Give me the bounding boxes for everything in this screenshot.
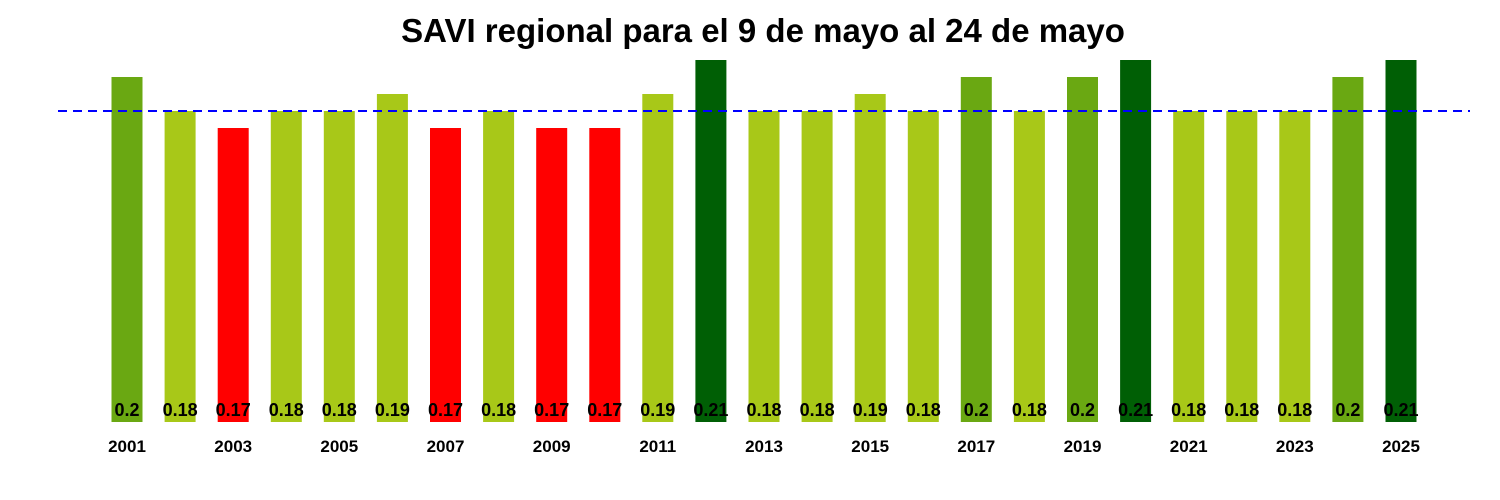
value-label-2005: 0.18	[322, 400, 357, 420]
bar-2010	[589, 128, 621, 422]
value-label-2008: 0.18	[481, 400, 516, 420]
value-label-2009: 0.17	[534, 400, 569, 420]
x-tick-2011: 2011	[639, 437, 676, 456]
value-label-2017: 0.2	[964, 400, 989, 420]
x-tick-2003: 2003	[214, 437, 252, 456]
bar-2003	[217, 128, 249, 422]
value-label-2006: 0.19	[375, 400, 410, 420]
bar-2024	[1332, 77, 1364, 422]
bar-2025	[1385, 60, 1417, 422]
value-label-2025: 0.21	[1383, 400, 1418, 420]
bar-2012	[695, 60, 727, 422]
x-tick-2025: 2025	[1382, 437, 1420, 456]
value-label-2018: 0.18	[1012, 400, 1047, 420]
value-label-2001: 0.2	[114, 400, 139, 420]
x-tick-2021: 2021	[1170, 437, 1208, 456]
value-label-2022: 0.18	[1224, 400, 1259, 420]
bar-2022	[1226, 111, 1258, 422]
value-label-2016: 0.18	[906, 400, 941, 420]
value-label-2015: 0.19	[853, 400, 888, 420]
x-tick-2009: 2009	[533, 437, 571, 456]
bar-2019	[1067, 77, 1098, 422]
value-label-2010: 0.17	[587, 400, 622, 420]
x-tick-2001: 2001	[108, 437, 146, 456]
x-tick-2015: 2015	[851, 437, 889, 456]
value-label-2014: 0.18	[800, 400, 835, 420]
bar-2001	[111, 77, 143, 422]
bar-2021	[1173, 111, 1205, 422]
x-tick-2007: 2007	[427, 437, 465, 456]
bar-2005	[323, 111, 355, 422]
bar-2017	[960, 77, 992, 422]
x-tick-2019: 2019	[1064, 437, 1102, 456]
bar-2013	[748, 111, 780, 422]
value-label-2021: 0.18	[1171, 400, 1206, 420]
bar-2014	[801, 111, 833, 422]
bar-2007	[430, 128, 461, 422]
value-label-2003: 0.17	[216, 400, 251, 420]
bar-2009	[536, 128, 568, 422]
bar-2018	[1013, 111, 1045, 422]
bar-2016	[907, 111, 939, 422]
x-tick-2005: 2005	[320, 437, 358, 456]
x-tick-2023: 2023	[1276, 437, 1314, 456]
bar-2004	[270, 111, 302, 422]
bar-2015	[854, 94, 886, 422]
value-label-2020: 0.21	[1118, 400, 1153, 420]
value-label-2019: 0.2	[1070, 400, 1095, 420]
value-label-2012: 0.21	[693, 400, 728, 420]
x-tick-2013: 2013	[745, 437, 783, 456]
x-tick-2017: 2017	[957, 437, 995, 456]
value-label-2007: 0.17	[428, 400, 463, 420]
bar-2011	[642, 94, 674, 422]
x-tick-labels-group: 2001 2003 2005 2007 2009 2011 2013 2015 2017 2019…	[108, 437, 1420, 456]
value-label-2023: 0.18	[1277, 400, 1312, 420]
bar-2008	[483, 111, 515, 422]
chart-title: SAVI regional para el 9 de mayo al 24 de…	[401, 12, 1125, 49]
value-label-2024: 0.2	[1335, 400, 1360, 420]
value-label-2004: 0.18	[269, 400, 304, 420]
bars-group	[111, 60, 1417, 422]
bar-2002	[164, 111, 196, 422]
value-label-2013: 0.18	[746, 400, 781, 420]
value-label-2011: 0.19	[640, 400, 675, 420]
value-labels-group: 0.2 0.18 0.17 0.18 0.18 0.19 0.17 0.18 0.17 0.17 0…	[114, 400, 1418, 420]
bar-2023	[1279, 111, 1311, 422]
bar-2020	[1120, 60, 1152, 422]
value-label-2002: 0.18	[163, 400, 198, 420]
bar-2006	[376, 94, 408, 422]
